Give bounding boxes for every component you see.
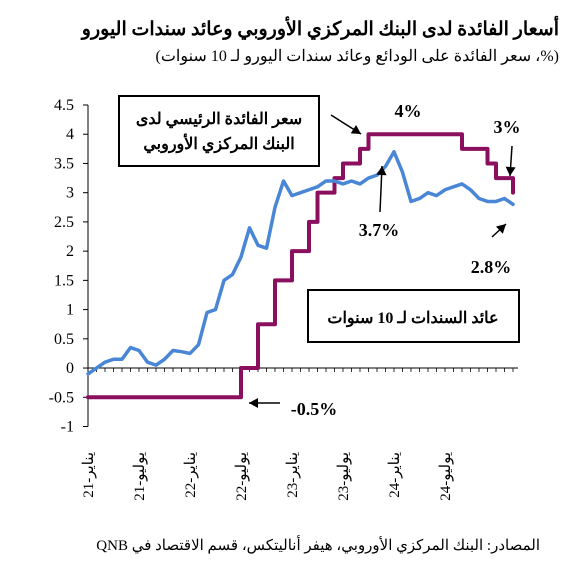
arrow-neg-0-5pct-head [249,398,258,408]
x-tick-label: يناير-22 [183,452,199,498]
arrow-3-7pct-head [376,166,387,176]
y-tick-label: -1 [61,419,74,436]
series-line-1 [86,132,515,400]
legend-box-bond-yield [307,289,520,343]
arrow-2-8pct-head [496,224,506,234]
legend-label-policy-rate-line2: البنك المركزي الأوروبي [143,133,294,154]
arrow-3pct-head [505,166,516,176]
y-tick-label: 0 [66,360,74,377]
y-tick-label: 0.5 [54,331,74,348]
y-tick-label: -0.5 [49,389,74,406]
y-tick-label: 4.5 [54,97,74,114]
y-tick-label: 3.5 [54,155,74,172]
x-tick-label: يناير-24 [387,452,403,498]
x-tick-label: يوليو-23 [336,452,352,501]
legend-label-bond-yield: عائد السندات لـ 10 سنوات [327,310,498,328]
y-tick-label: 1.5 [54,272,74,289]
x-tick-label: يوليو-24 [438,452,454,501]
annotation-label: 3.7% [359,220,400,240]
annotation-label: 3% [494,117,521,137]
chart-subtitle: (%، سعر الفائدة على الودائع وعائد سندات … [155,48,559,65]
legend-label-policy-rate-line1: سعر الفائدة الرئيسي لدى [136,111,302,129]
annotation-label: 2.8% [471,257,512,277]
chart-source: المصادر: البنك المركزي الأوروبي، هيفر أن… [96,538,540,554]
y-tick-label: 2.5 [54,214,74,231]
x-tick-label: يناير-21 [81,452,97,498]
x-tick-label: يوليو-22 [234,452,250,501]
chart-title: أسعار الفائدة لدى البنك المركزي الأوروبي… [81,19,559,40]
annotation-label: -0.5% [291,399,338,419]
series-line-2 [86,150,515,376]
x-tick-label: يناير-23 [285,452,301,498]
legend-box-policy-rate [118,95,320,167]
y-tick-label: 4 [66,126,74,143]
arrow-policy-rate-head [350,124,361,134]
annotation-label: 4% [395,101,422,121]
y-tick-label: 3 [66,185,74,202]
y-tick-label: 2 [66,243,74,260]
y-tick-label: 1 [66,302,74,319]
x-tick-label: يوليو-21 [132,452,148,501]
